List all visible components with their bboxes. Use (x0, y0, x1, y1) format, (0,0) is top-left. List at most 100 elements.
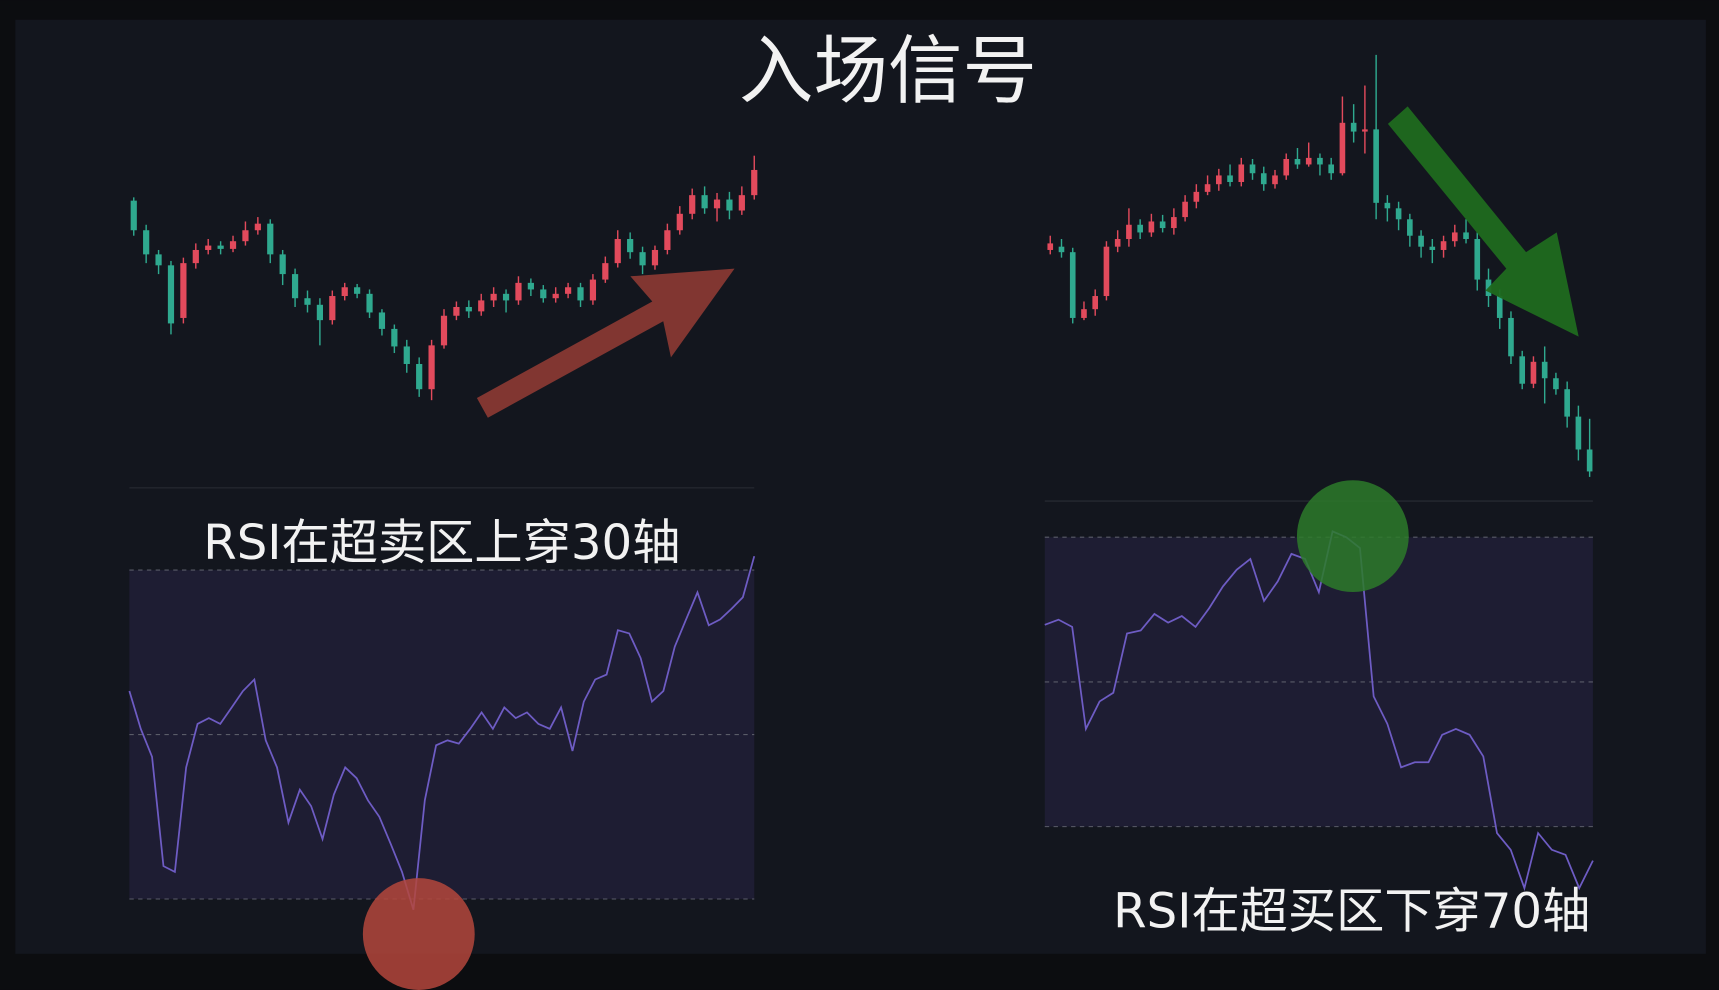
signal-circle (1296, 480, 1409, 593)
candle-body (1407, 219, 1413, 236)
candle-body (391, 328, 398, 347)
candle-body (1137, 224, 1143, 233)
candle-body (1148, 221, 1155, 233)
candle-body (1564, 389, 1570, 417)
candle-body (738, 195, 745, 211)
candle-body (751, 169, 758, 196)
candle-body (515, 282, 522, 301)
candle-body (1474, 239, 1481, 280)
candle-body (1092, 296, 1099, 310)
rsi-line (1044, 530, 1594, 892)
charts (128, 54, 1594, 910)
candle-body (1429, 246, 1436, 250)
candle-body (1328, 164, 1334, 174)
candle-body (378, 312, 386, 329)
candle-body (701, 195, 708, 209)
candle-body (1530, 361, 1537, 384)
candle-body (689, 195, 696, 214)
candle-body (1553, 378, 1559, 390)
candle-body (316, 304, 324, 321)
candle-body (304, 298, 311, 305)
candle-body (1294, 158, 1301, 165)
candle-body (1519, 356, 1526, 384)
candle-body (1384, 202, 1391, 209)
candle-body (366, 293, 373, 313)
candle-body (440, 315, 448, 346)
candle-body (217, 245, 224, 249)
candle-body (167, 265, 175, 324)
candle-body (267, 223, 274, 255)
candle-body (627, 239, 634, 253)
candle-body (1182, 201, 1188, 218)
candle-body (614, 239, 621, 264)
arrow-down (1387, 106, 1579, 337)
candle-body (1159, 221, 1166, 229)
candle-body (1126, 224, 1132, 240)
candle-body (1451, 232, 1458, 242)
candle-body (1249, 164, 1256, 174)
candle-body (192, 249, 199, 264)
candle-body (403, 346, 410, 364)
candle-body (1496, 296, 1503, 318)
candle-body (279, 254, 286, 275)
candle-body (465, 306, 472, 312)
candle-body (1047, 243, 1054, 250)
candle-body (329, 296, 336, 321)
candle-body (1317, 157, 1323, 165)
candle-body (291, 274, 299, 299)
candle-body (639, 252, 646, 266)
candle-body (502, 293, 510, 301)
rsi-line (128, 555, 756, 910)
candle-body (1193, 191, 1200, 202)
candle-body (589, 279, 597, 301)
candle-body (527, 282, 534, 290)
candle-body (1260, 173, 1267, 185)
candle-body (651, 249, 659, 266)
candle-body (1171, 217, 1177, 229)
candle-body (602, 263, 609, 280)
candle-body (577, 287, 584, 301)
candle-body (354, 287, 361, 294)
candle-body (676, 213, 683, 231)
candle-body (1114, 239, 1121, 247)
candle-body (478, 300, 485, 312)
candle-body (1586, 449, 1593, 472)
candle-body (254, 223, 261, 231)
candle-body (1058, 246, 1065, 253)
candle-body (1227, 175, 1233, 183)
candle-body (229, 241, 237, 249)
candle-body (1204, 184, 1211, 192)
signal-circle (362, 878, 475, 990)
candle-body (130, 200, 137, 231)
candle-body (1283, 158, 1290, 176)
annotation: RSI在超买区下穿70轴 (1113, 883, 1590, 939)
title: 入场信号 (739, 27, 1037, 114)
candle-body (565, 287, 572, 294)
candle-body (1216, 175, 1222, 185)
candle-body (664, 230, 671, 250)
candle-body (713, 199, 721, 209)
candle-body (1081, 309, 1087, 318)
candle-body (180, 263, 187, 318)
candle-body (1103, 246, 1110, 297)
candle-body (1339, 122, 1346, 174)
rsi-band (129, 570, 755, 899)
candle-body (726, 199, 733, 211)
candle-body (1350, 122, 1357, 132)
candle-body (1069, 252, 1076, 318)
candle-body (1575, 416, 1582, 450)
candle-body (1373, 129, 1379, 203)
candle-body (143, 230, 150, 255)
candle-body (1440, 241, 1447, 250)
candle-body (428, 345, 435, 390)
candle-body (1305, 157, 1312, 165)
candle-body (1272, 175, 1278, 185)
candle-body (155, 254, 162, 266)
candle-body (1238, 164, 1245, 183)
candle-body (1362, 129, 1368, 132)
candle-body (1463, 232, 1469, 240)
annotation: RSI在超卖区上穿30轴 (203, 515, 680, 571)
candle-body (341, 287, 348, 297)
